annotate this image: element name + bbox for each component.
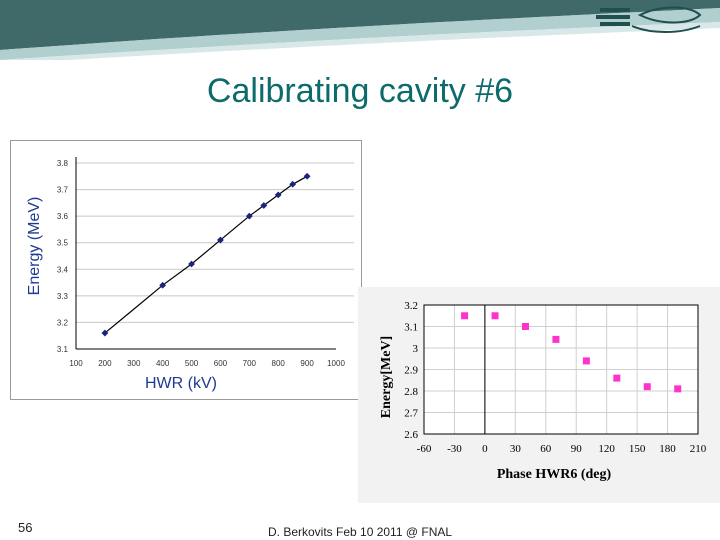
chart1-data-point (217, 236, 224, 244)
header-banner (0, 0, 720, 60)
chart2-y-tick-label: 2.8 (404, 386, 418, 398)
chart2-x-tick-label: 0 (482, 443, 488, 455)
chart2-x-tick-label: 210 (690, 443, 707, 455)
chart-energy-vs-phase: 2.6 2.7 2.8 2.9 3 3.1 3.2 -60 -30 0 30 60 90 120 150 1… (358, 287, 720, 503)
chart1-x-tick-label: 100 (69, 359, 83, 368)
chart2-data-point (491, 312, 499, 320)
chart1-data-point (289, 180, 297, 188)
chart1-data-point (274, 191, 282, 199)
chart1-data-point (303, 172, 311, 180)
chart2-y-tick-label: 3.1 (404, 322, 418, 334)
chart1-y-tick-label: 3.1 (57, 345, 69, 354)
chart2-data-point (552, 335, 560, 343)
footer-text: D. Berkovits Feb 10 2011 @ FNAL (268, 525, 453, 539)
chart1-svg: 3.1 3.2 3.3 3.4 3.5 3.6 3.7 3.8 100 200 300 400 500… (26, 157, 354, 392)
chart1-data-point (188, 260, 195, 268)
chart2-x-tick-label: 180 (659, 443, 676, 455)
chart1-data-point (159, 281, 167, 289)
chart1-x-tick-label: 800 (272, 359, 286, 368)
chart2-y-tick-label: 3 (413, 343, 419, 355)
chart2-x-tick-label: 90 (571, 443, 583, 455)
chart2-y-tick-label: 3.2 (404, 300, 418, 312)
chart1-x-tick-labels: 100 200 300 400 500 600 700 800 900 1000 (69, 359, 345, 368)
chart2-x-tick-label: -60 (417, 443, 432, 455)
chart2-data-point (582, 357, 590, 365)
chart1-x-tick-label: 200 (98, 359, 112, 368)
chart1-x-label: HWR (kV) (145, 375, 217, 392)
chart1-points (101, 172, 311, 337)
chart2-y-tick-label: 2.6 (404, 429, 418, 441)
chart2-data-point (613, 374, 621, 382)
chart1-x-tick-label: 300 (127, 359, 141, 368)
chart2-data-point (674, 385, 682, 393)
chart1-data-point (245, 212, 253, 220)
institute-logo (596, 6, 702, 33)
chart2-y-tick-label: 2.7 (404, 408, 418, 420)
chart1-x-tick-label: 700 (243, 359, 257, 368)
chart1-x-tick-label: 500 (185, 359, 199, 368)
chart2-data-point (521, 323, 529, 330)
chart2-x-tick-label: 120 (598, 443, 615, 455)
chart2-x-tick-label: 60 (540, 443, 552, 455)
chart2-plot-frame (423, 304, 699, 435)
chart-energy-vs-hwr: 3.1 3.2 3.3 3.4 3.5 3.6 3.7 3.8 100 200 300 400 500… (10, 140, 362, 400)
chart2-x-tick-label: -30 (447, 443, 462, 455)
chart2-x-tick-label: 30 (510, 443, 522, 455)
chart1-x-tick-label: 400 (156, 359, 170, 368)
chart1-series-line (104, 175, 308, 334)
page-number: 56 (18, 520, 33, 535)
chart2-svg: 2.6 2.7 2.8 2.9 3 3.1 3.2 -60 -30 0 30 60 90 120 150 1… (379, 300, 707, 482)
chart1-data-point (101, 329, 109, 337)
chart1-y-tick-label: 3.7 (57, 186, 69, 195)
chart1-y-label: Energy (MeV) (26, 197, 43, 296)
chart1-x-tick-label: 900 (300, 359, 314, 368)
chart1-grid (76, 162, 354, 323)
chart2-x-tick-label: 150 (629, 443, 646, 455)
slide-title: Calibrating cavity #6 (206, 72, 514, 110)
chart2-y-tick-label: 2.9 (404, 365, 418, 377)
chart1-y-tick-label: 3.4 (57, 265, 69, 274)
chart1-y-tick-label: 3.6 (57, 212, 69, 221)
chart1-y-tick-label: 3.3 (57, 292, 69, 301)
chart2-y-label: Energy[MeV] (379, 336, 394, 418)
chart1-x-tick-label: 600 (214, 359, 228, 368)
chart1-y-tick-labels: 3.1 3.2 3.3 3.4 3.5 3.6 3.7 3.8 (57, 159, 69, 354)
chart2-x-label: Phase HWR6 (deg) (497, 467, 612, 482)
chart2-x-tick-labels: -60 -30 0 30 60 90 120 150 180 210 (417, 443, 707, 455)
chart1-y-tick-label: 3.2 (57, 318, 69, 327)
chart2-points (461, 312, 682, 393)
chart1-x-tick-label: 1000 (327, 359, 345, 368)
chart2-y-tick-labels: 2.6 2.7 2.8 2.9 3 3.1 3.2 (404, 300, 418, 441)
chart2-data-point (461, 312, 469, 320)
chart1-y-tick-label: 3.5 (57, 239, 69, 248)
chart2-data-point (643, 383, 651, 391)
chart1-y-tick-label: 3.8 (57, 159, 69, 168)
